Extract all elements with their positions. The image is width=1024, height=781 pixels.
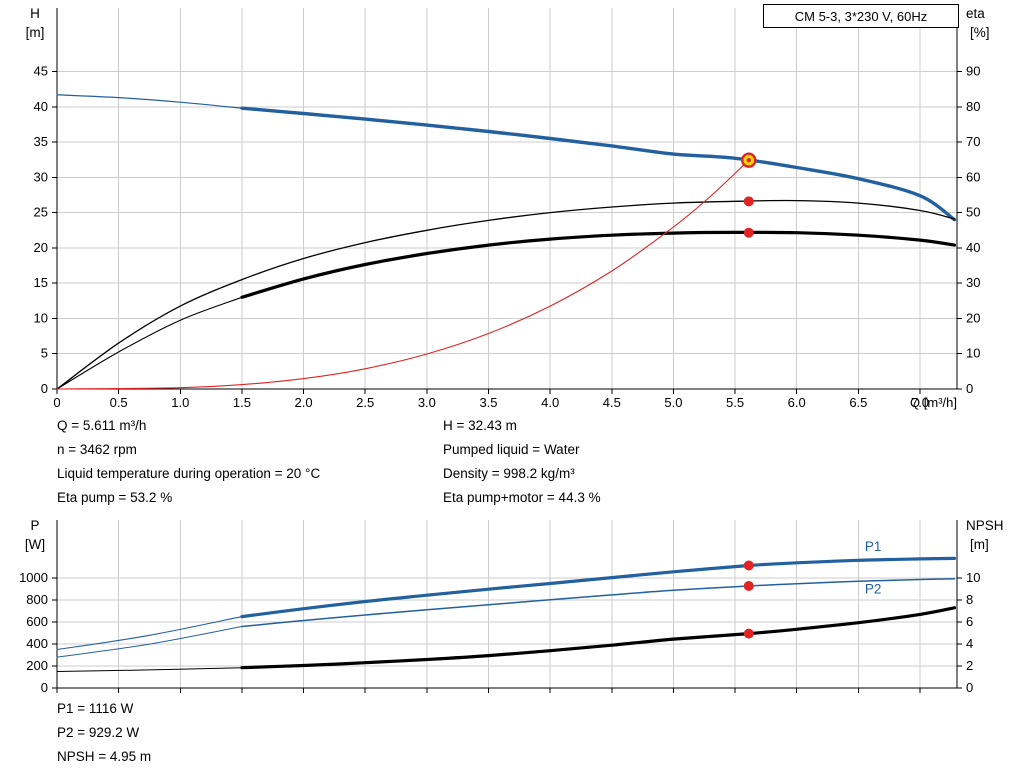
y-left-tick-label: 0 <box>41 680 48 695</box>
y-right-axis-unit: [m] <box>970 537 989 552</box>
y-right-tick-label: 60 <box>966 169 980 184</box>
y-right-tick-label: 70 <box>966 134 980 149</box>
power-chart: 0 200 400 600 800 1000 0 2 4 6 8 10 P [W] NPSH [m] P1 P2 <box>19 518 1003 695</box>
y-left-tick-label: 45 <box>34 64 48 79</box>
x-tick-label: 4.0 <box>541 395 559 410</box>
y-left-tick-label: 400 <box>26 636 48 651</box>
y-left-axis-title: P <box>30 518 39 533</box>
y-left-tick-label: 200 <box>26 658 48 673</box>
y-right-axis-title: NPSH <box>966 518 1004 533</box>
x-tick-label: 3.0 <box>418 395 436 410</box>
x-tick-label: 3.5 <box>479 395 497 410</box>
y-left-tick-label: 35 <box>34 134 48 149</box>
npsh-lead-curve <box>56 667 243 673</box>
y-right-tick-label: 30 <box>966 275 980 290</box>
info-pumped-liquid: Pumped liquid = Water <box>443 442 580 457</box>
x-tick-label: 6.5 <box>849 395 867 410</box>
y-left-tick-label: 30 <box>34 169 48 184</box>
eta-pump-motor-point-marker[interactable] <box>743 227 754 238</box>
x-tick-label: 0 <box>53 395 60 410</box>
p2-curve <box>241 577 956 628</box>
y-left-tick-label: 15 <box>34 275 48 290</box>
info-liquid-temp: Liquid temperature during operation = 20… <box>57 466 321 481</box>
info-p1: P1 = 1116 W <box>57 701 134 716</box>
x-tick-label: 5.0 <box>664 395 682 410</box>
y-right-tick-label: 20 <box>966 310 980 325</box>
x-tick-label: 0.5 <box>110 395 128 410</box>
curve-label-p2: P2 <box>865 582 882 597</box>
x-tick-label: 4.5 <box>603 395 621 410</box>
info-p2: P2 = 929.2 W <box>57 725 140 740</box>
y-right-tick-label: 10 <box>966 346 980 361</box>
power-info-column: P1 = 1116 W P2 = 929.2 W NPSH = 4.95 m <box>57 697 151 769</box>
info-flow: Q = 5.611 m³/h <box>57 418 147 433</box>
y-left-tick-label: 600 <box>26 614 48 629</box>
system-curve-curve <box>56 159 750 390</box>
pump-model-label: CM 5-3, 3*230 V, 60Hz <box>794 8 928 24</box>
y-left-axis-unit: [W] <box>25 537 45 552</box>
y-right-tick-label: 2 <box>966 658 973 673</box>
head-lead-curve <box>56 94 243 109</box>
eta-pump-point-marker[interactable] <box>743 196 754 207</box>
eta-pump-motor-curve[interactable] <box>240 230 957 299</box>
p2-point-marker[interactable] <box>743 580 754 591</box>
duty-info-left-column: Q = 5.611 m³/h n = 3462 rpm Liquid tempe… <box>57 414 320 510</box>
y-right-tick-label: 0 <box>966 680 973 695</box>
x-axis-title: Q [m³/h] <box>910 395 957 410</box>
info-eta-pump-motor: Eta pump+motor = 44.3 % <box>443 490 601 505</box>
npsh-point-marker[interactable] <box>743 628 754 639</box>
p1-lead-curve <box>56 616 243 651</box>
y-right-tick-label: 90 <box>966 64 980 79</box>
y-left-tick-label: 20 <box>34 240 48 255</box>
curve-label-p1: P1 <box>865 539 882 554</box>
x-tick-label: 2.5 <box>356 395 374 410</box>
y-left-tick-label: 40 <box>34 99 48 114</box>
info-density: Density = 998.2 kg/m³ <box>443 466 575 481</box>
info-npsh: NPSH = 4.95 m <box>57 749 152 764</box>
x-tick-label: 1.0 <box>171 395 189 410</box>
y-left-tick-label: 10 <box>34 310 48 325</box>
y-right-tick-label: 6 <box>966 614 973 629</box>
x-tick-label: 5.5 <box>726 395 744 410</box>
y-left-tick-label: 0 <box>41 381 48 396</box>
qh-chart: 0 0.5 1.0 1.5 2.0 2.5 3.0 3.5 4.0 4.5 5.0 5.5 6.0 6.5… <box>26 6 990 410</box>
head-curve[interactable] <box>240 106 957 222</box>
x-tick-label: 7.0 <box>911 395 929 410</box>
eta-pump-curve <box>56 199 956 390</box>
pump-model-box: CM 5-3, 3*230 V, 60Hz <box>763 4 959 28</box>
y-right-axis-unit: [%] <box>970 25 990 40</box>
y-right-tick-label: 80 <box>966 99 980 114</box>
eta-pump-motor-lead-curve <box>56 296 243 390</box>
x-tick-label: 6.0 <box>788 395 806 410</box>
duty-point-marker-center <box>746 157 751 163</box>
p1-point-marker[interactable] <box>743 560 754 571</box>
y-left-tick-label: 5 <box>41 346 48 361</box>
y-right-tick-label: 0 <box>966 381 973 396</box>
y-right-tick-label: 10 <box>966 570 980 585</box>
info-eta-pump: Eta pump = 53.2 % <box>57 490 173 505</box>
y-right-tick-label: 4 <box>966 636 973 651</box>
p2-lead-curve <box>56 626 243 658</box>
y-right-tick-label: 8 <box>966 592 973 607</box>
info-speed: n = 3462 rpm <box>57 442 137 457</box>
y-left-tick-label: 25 <box>34 205 48 220</box>
p1-curve[interactable] <box>240 556 957 619</box>
y-right-axis-title: eta <box>966 6 985 21</box>
y-right-tick-label: 50 <box>966 205 980 220</box>
x-tick-label: 2.0 <box>295 395 313 410</box>
npsh-curve[interactable] <box>240 606 957 670</box>
y-left-axis-unit: [m] <box>26 25 45 40</box>
x-tick-label: 1.5 <box>233 395 251 410</box>
y-left-axis-title: H <box>30 6 40 21</box>
y-left-tick-label: 800 <box>26 592 48 607</box>
y-left-tick-label: 1000 <box>19 570 48 585</box>
info-head: H = 32.43 m <box>443 418 517 433</box>
y-right-tick-label: 40 <box>966 240 980 255</box>
duty-info-right-column: H = 32.43 m Pumped liquid = Water Densit… <box>443 414 601 510</box>
